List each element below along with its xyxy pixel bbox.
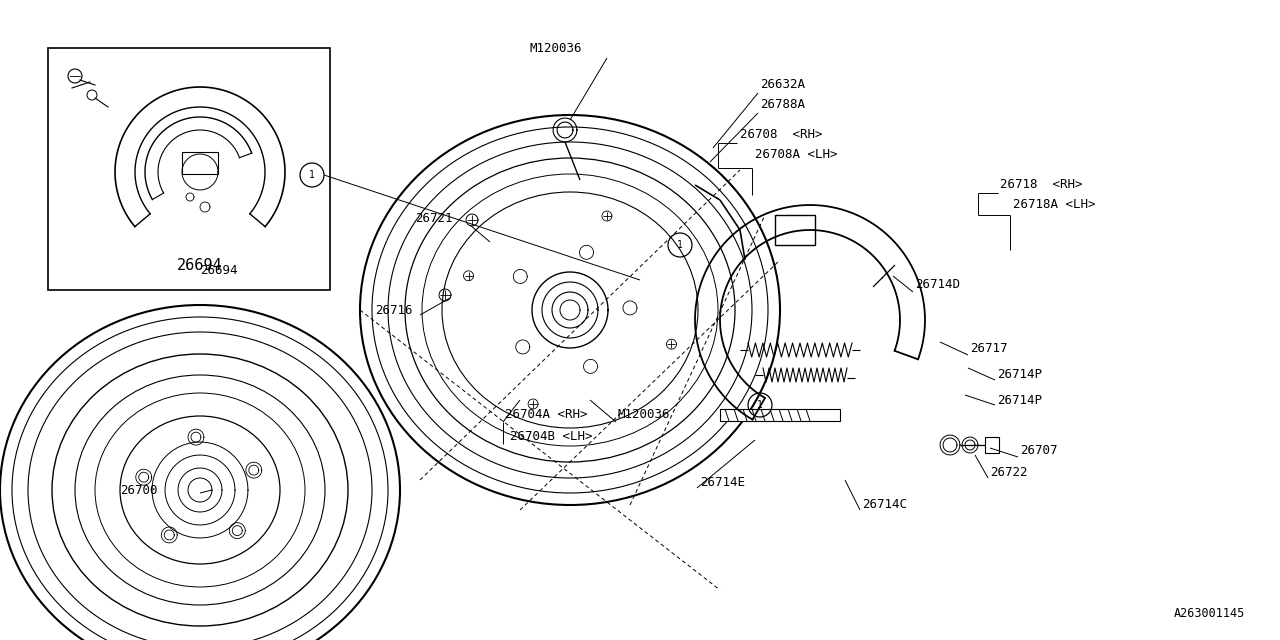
- Text: 26708  <RH>: 26708 <RH>: [740, 129, 823, 141]
- Bar: [719, 409, 840, 421]
- Text: 1: 1: [308, 170, 315, 180]
- Bar: [49, 48, 330, 290]
- Text: 26708A <LH>: 26708A <LH>: [755, 148, 837, 161]
- Text: 26714P: 26714P: [997, 369, 1042, 381]
- Text: 26788A: 26788A: [760, 99, 805, 111]
- Bar: [986, 437, 998, 453]
- Text: 26718  <RH>: 26718 <RH>: [1000, 179, 1083, 191]
- Text: A263001145: A263001145: [1174, 607, 1245, 620]
- Text: 26722: 26722: [989, 467, 1028, 479]
- Text: M120036: M120036: [618, 408, 671, 422]
- Text: 26700: 26700: [120, 483, 157, 497]
- Text: 26714D: 26714D: [915, 278, 960, 291]
- Text: 26716: 26716: [375, 303, 412, 317]
- Bar: [182, 152, 218, 174]
- Text: 26717: 26717: [970, 342, 1007, 355]
- Text: 1: 1: [677, 240, 684, 250]
- Text: 26704A <RH>: 26704A <RH>: [506, 408, 588, 422]
- Text: M120036: M120036: [530, 42, 582, 54]
- Text: 26704B <LH>: 26704B <LH>: [509, 431, 593, 444]
- Text: 26721: 26721: [415, 211, 453, 225]
- Bar: [774, 215, 815, 245]
- Text: 26707: 26707: [1020, 444, 1057, 456]
- Text: 26714P: 26714P: [997, 394, 1042, 406]
- Text: 26714E: 26714E: [700, 477, 745, 490]
- Text: 26632A: 26632A: [760, 79, 805, 92]
- Text: 26718A <LH>: 26718A <LH>: [1012, 198, 1096, 211]
- Text: 26694: 26694: [200, 264, 238, 276]
- Text: 1: 1: [756, 400, 763, 410]
- Text: 26694: 26694: [177, 257, 223, 273]
- Text: 26714C: 26714C: [861, 499, 908, 511]
